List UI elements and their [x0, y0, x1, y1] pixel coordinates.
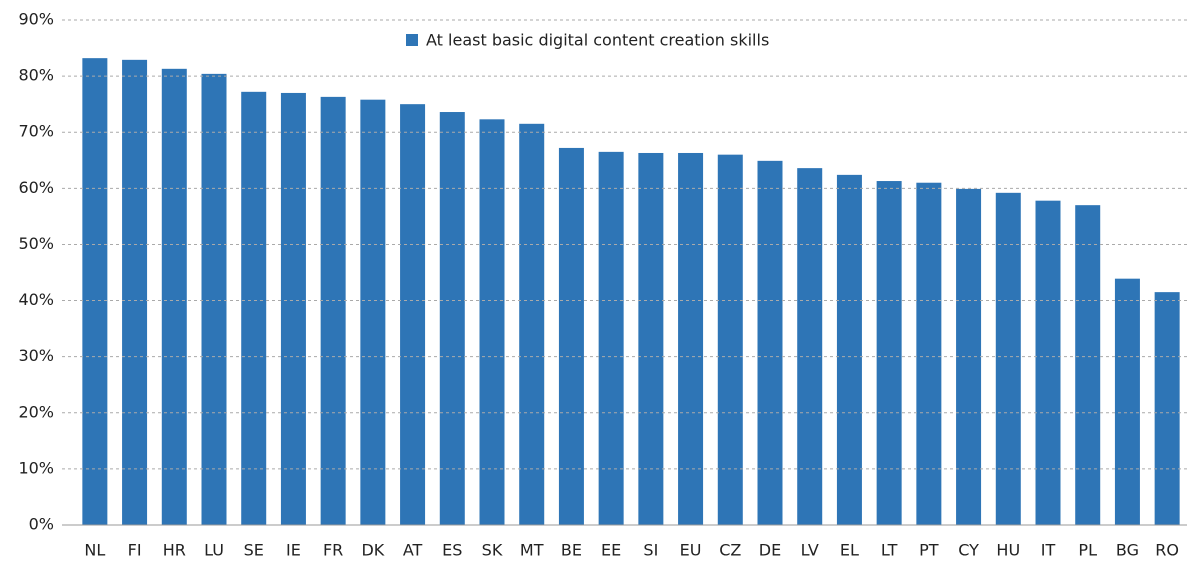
bar	[678, 152, 704, 525]
bar	[400, 104, 426, 526]
bar	[598, 151, 624, 525]
bar	[122, 59, 148, 525]
x-tick-label: CY	[958, 541, 979, 560]
bar	[320, 96, 346, 525]
bar	[836, 174, 862, 525]
bar	[201, 73, 227, 525]
y-tick-label: 10%	[18, 458, 54, 477]
x-tick-label: IT	[1041, 541, 1056, 560]
x-tick-label: DE	[759, 541, 781, 560]
bar	[558, 147, 584, 525]
x-tick-label: SK	[482, 541, 503, 560]
x-tick-label: LV	[801, 541, 819, 560]
bar	[797, 168, 823, 525]
bar	[995, 192, 1021, 526]
x-tick-label: EU	[680, 541, 702, 560]
x-tick-label: FR	[323, 541, 343, 560]
bar	[360, 99, 386, 525]
x-tick-label: DK	[361, 541, 384, 560]
bar	[241, 91, 267, 526]
x-tick-label: BG	[1116, 541, 1139, 560]
bar	[1035, 200, 1061, 525]
x-tick-label: LU	[204, 541, 224, 560]
bar	[757, 160, 783, 526]
bar	[82, 58, 108, 526]
y-tick-label: 40%	[18, 290, 54, 309]
bar	[280, 92, 306, 525]
x-tick-label: AT	[403, 541, 423, 560]
y-tick-label: 20%	[18, 402, 54, 421]
x-tick-label: BE	[561, 541, 582, 560]
y-tick-label: 0%	[29, 515, 54, 534]
x-tick-label: MT	[520, 541, 544, 560]
bar	[479, 119, 505, 526]
y-tick-label: 90%	[18, 10, 54, 29]
y-tick-label: 80%	[18, 66, 54, 85]
x-tick-label: FI	[128, 541, 142, 560]
x-tick-label: HU	[996, 541, 1020, 560]
x-tick-label: CZ	[719, 541, 741, 560]
bar	[1114, 278, 1140, 525]
x-tick-label: RO	[1155, 541, 1179, 560]
bar	[519, 123, 545, 526]
x-tick-label: PL	[1078, 541, 1097, 560]
bar	[916, 182, 942, 525]
bar	[161, 68, 187, 526]
x-tick-label: IE	[286, 541, 301, 560]
x-tick-label: SI	[643, 541, 658, 560]
y-tick-label: 70%	[18, 122, 54, 141]
bar	[1154, 292, 1180, 525]
y-tick-label: 30%	[18, 346, 54, 365]
legend-swatch	[406, 34, 418, 46]
legend-label: At least basic digital content creation …	[426, 31, 769, 50]
x-tick-label: EE	[601, 541, 621, 560]
bar	[638, 152, 664, 525]
x-tick-label: HR	[163, 541, 186, 560]
x-tick-label: ES	[442, 541, 462, 560]
y-tick-label: 50%	[18, 234, 54, 253]
y-tick-label: 60%	[18, 178, 54, 197]
bar	[439, 112, 465, 526]
x-tick-label: EL	[840, 541, 859, 560]
x-tick-label: SE	[244, 541, 264, 560]
bar	[717, 154, 743, 525]
bar	[876, 181, 902, 526]
x-tick-label: NL	[84, 541, 105, 560]
x-tick-label: PT	[919, 541, 939, 560]
x-tick-label: LT	[881, 541, 898, 560]
bar	[1075, 205, 1101, 525]
